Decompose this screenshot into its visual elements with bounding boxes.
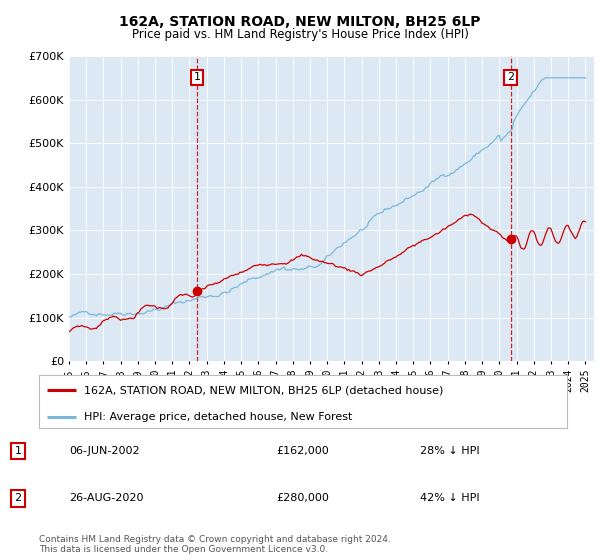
- Text: £280,000: £280,000: [276, 493, 329, 503]
- Text: 2: 2: [507, 72, 514, 82]
- Text: 1: 1: [194, 72, 200, 82]
- Text: 26-AUG-2020: 26-AUG-2020: [69, 493, 143, 503]
- Text: 06-JUN-2002: 06-JUN-2002: [69, 446, 140, 456]
- Text: 2: 2: [14, 493, 22, 503]
- Text: HPI: Average price, detached house, New Forest: HPI: Average price, detached house, New …: [84, 412, 352, 422]
- Text: 42% ↓ HPI: 42% ↓ HPI: [420, 493, 479, 503]
- Text: £162,000: £162,000: [276, 446, 329, 456]
- Text: 1: 1: [14, 446, 22, 456]
- Text: 162A, STATION ROAD, NEW MILTON, BH25 6LP (detached house): 162A, STATION ROAD, NEW MILTON, BH25 6LP…: [84, 385, 443, 395]
- Text: 28% ↓ HPI: 28% ↓ HPI: [420, 446, 479, 456]
- Text: Contains HM Land Registry data © Crown copyright and database right 2024.
This d: Contains HM Land Registry data © Crown c…: [39, 535, 391, 554]
- Text: Price paid vs. HM Land Registry's House Price Index (HPI): Price paid vs. HM Land Registry's House …: [131, 28, 469, 41]
- Text: 162A, STATION ROAD, NEW MILTON, BH25 6LP: 162A, STATION ROAD, NEW MILTON, BH25 6LP: [119, 15, 481, 29]
